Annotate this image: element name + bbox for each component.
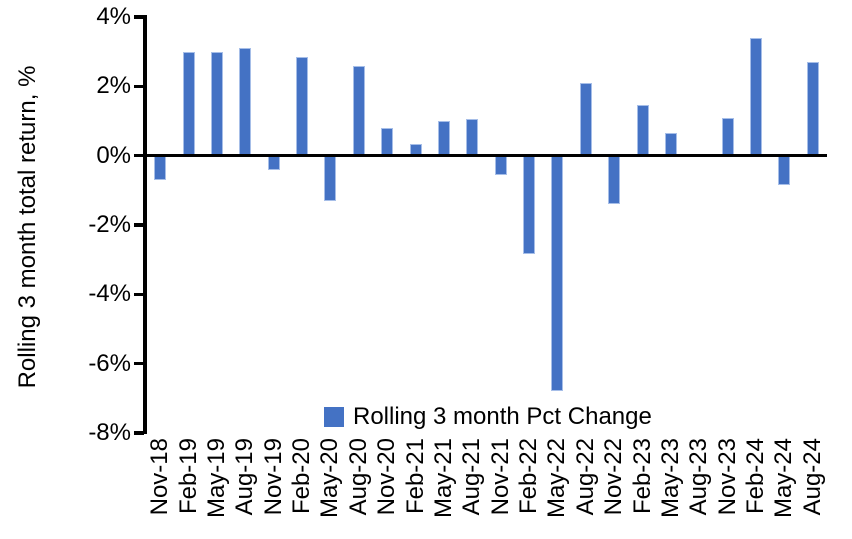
bar [494, 155, 507, 175]
y-tick-label: 2% [96, 72, 131, 100]
y-tick-label: -8% [88, 419, 131, 446]
y-tick-label: -2% [88, 211, 131, 238]
y-tick-mark [134, 153, 144, 158]
y-tick-mark [134, 223, 144, 227]
y-tick-mark [134, 361, 144, 366]
bar [267, 155, 280, 170]
y-tick-label: 4% [96, 3, 131, 30]
x-tick-label: May-20 [316, 438, 344, 519]
bar [551, 155, 564, 392]
x-tick-label: Feb-24 [742, 438, 770, 515]
x-tick-label: May-19 [202, 438, 230, 519]
x-tick-label: Nov-18 [146, 438, 174, 516]
bar [778, 155, 791, 186]
plot-area [146, 17, 827, 433]
bar [239, 48, 252, 156]
y-tick-label: -6% [88, 349, 131, 377]
legend-label: Rolling 3 month Pct Change [353, 403, 652, 430]
y-tick-label: -4% [88, 280, 131, 308]
x-tick-label: Feb-19 [174, 438, 202, 515]
y-tick-mark [134, 84, 144, 89]
bar [579, 82, 592, 156]
y-tick-mark [134, 292, 144, 297]
y-axis-line [143, 15, 147, 434]
x-tick-label: May-24 [770, 438, 798, 519]
x-tick-label: Feb-20 [288, 438, 316, 515]
x-tick-label: Aug-23 [685, 438, 713, 516]
y-tick-label: 0% [96, 141, 131, 169]
x-tick-label: Aug-20 [344, 438, 372, 516]
bar [750, 37, 763, 156]
x-tick-label: Aug-24 [798, 438, 826, 516]
x-tick-label: Nov-20 [373, 438, 401, 516]
x-tick-label: May-21 [429, 438, 457, 519]
x-tick-label: May-23 [656, 438, 684, 519]
bar [466, 119, 479, 156]
bar [721, 117, 734, 156]
y-tick-mark [134, 431, 144, 435]
bar [636, 105, 649, 156]
bar [154, 155, 167, 180]
x-tick-label: Aug-19 [231, 438, 259, 516]
bar [664, 133, 677, 156]
x-tick-label: Nov-21 [486, 438, 514, 516]
bar [608, 155, 621, 205]
bar [523, 155, 536, 255]
x-tick-label: Nov-23 [713, 438, 741, 516]
bar [381, 127, 394, 156]
y-tick-mark [134, 15, 144, 19]
bar [806, 62, 819, 156]
zero-line [146, 153, 827, 158]
legend: Rolling 3 month Pct Change [324, 403, 652, 431]
bar [324, 155, 337, 201]
bar [210, 51, 223, 156]
x-tick-label: Nov-19 [259, 438, 287, 516]
x-tick-label: May-22 [543, 438, 571, 519]
x-tick-label: Feb-22 [515, 438, 543, 515]
y-axis-title: Rolling 3 month total return, % [14, 65, 41, 389]
x-tick-label: Aug-22 [571, 438, 599, 516]
x-tick-label: Feb-21 [401, 438, 429, 515]
bar [352, 65, 365, 156]
x-tick-label: Aug-21 [458, 438, 486, 516]
bar [296, 56, 309, 156]
x-tick-label: Feb-23 [628, 438, 656, 515]
x-tick-label: Nov-22 [600, 438, 628, 516]
bar [182, 51, 195, 156]
legend-swatch-icon [324, 407, 344, 427]
bar [437, 121, 450, 156]
